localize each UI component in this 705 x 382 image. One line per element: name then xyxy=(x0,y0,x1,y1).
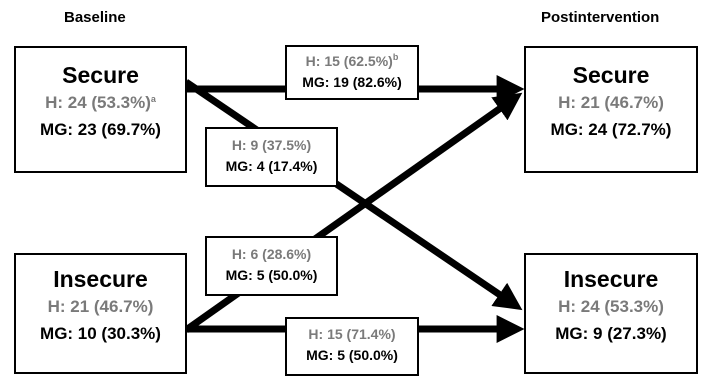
flow-secure-to-insecure-label: H: 9 (37.5%) MG: 4 (17.4%) xyxy=(205,127,338,187)
footnote-a: a xyxy=(150,94,156,104)
baseline-insecure-title: Insecure xyxy=(53,266,148,292)
flow-secure-to-insecure-mg: MG: 4 (17.4%) xyxy=(225,158,318,174)
flow-insecure-to-secure-mg: MG: 5 (50.0%) xyxy=(225,267,318,283)
post-insecure-h: H: 24 (53.3%) xyxy=(558,297,664,316)
baseline-header: Baseline xyxy=(64,9,126,26)
baseline-insecure-box: Insecure H: 21 (46.7%) MG: 10 (30.3%) xyxy=(14,253,187,374)
flow-insecure-to-insecure-mg: MG: 5 (50.0%) xyxy=(306,347,398,363)
flow-insecure-to-insecure-h: H: 15 (71.4%) xyxy=(308,326,396,342)
baseline-secure-box: Secure H: 24 (53.3%)a MG: 23 (69.7%) xyxy=(14,46,187,173)
flow-secure-to-secure-mg: MG: 19 (82.6%) xyxy=(302,74,402,90)
post-insecure-title: Insecure xyxy=(563,266,659,292)
flow-insecure-to-secure-h: H: 6 (28.6%) xyxy=(231,246,312,262)
baseline-secure-h: H: 24 (53.3%)a xyxy=(45,93,156,112)
arrow-secure-to-insecure xyxy=(184,79,523,311)
post-secure-box: Secure H: 21 (46.7%) MG: 24 (72.7%) xyxy=(524,46,698,173)
footnote-b: b xyxy=(392,52,399,62)
baseline-insecure-mg: MG: 10 (30.3%) xyxy=(40,324,161,343)
baseline-secure-title: Secure xyxy=(62,62,139,88)
postintervention-header: Postintervention xyxy=(541,9,660,26)
flow-secure-to-insecure-h: H: 9 (37.5%) xyxy=(231,137,312,153)
post-secure-h: H: 21 (46.7%) xyxy=(558,93,664,112)
post-insecure-mg: MG: 9 (27.3%) xyxy=(555,324,667,343)
post-secure-mg: MG: 24 (72.7%) xyxy=(550,120,672,139)
post-insecure-box: Insecure H: 24 (53.3%) MG: 9 (27.3%) xyxy=(524,253,698,374)
post-secure-title: Secure xyxy=(572,62,650,88)
flow-secure-to-secure-h: H: 15 (62.5%)b xyxy=(305,52,399,70)
baseline-secure-mg: MG: 23 (69.7%) xyxy=(40,120,161,139)
flow-secure-to-secure-label: H: 15 (62.5%)b MG: 19 (82.6%) xyxy=(285,45,419,100)
flow-insecure-to-secure-label: H: 6 (28.6%) MG: 5 (50.0%) xyxy=(205,236,338,296)
flow-insecure-to-insecure-label: H: 15 (71.4%) MG: 5 (50.0%) xyxy=(285,317,419,376)
baseline-insecure-h: H: 21 (46.7%) xyxy=(47,297,154,316)
